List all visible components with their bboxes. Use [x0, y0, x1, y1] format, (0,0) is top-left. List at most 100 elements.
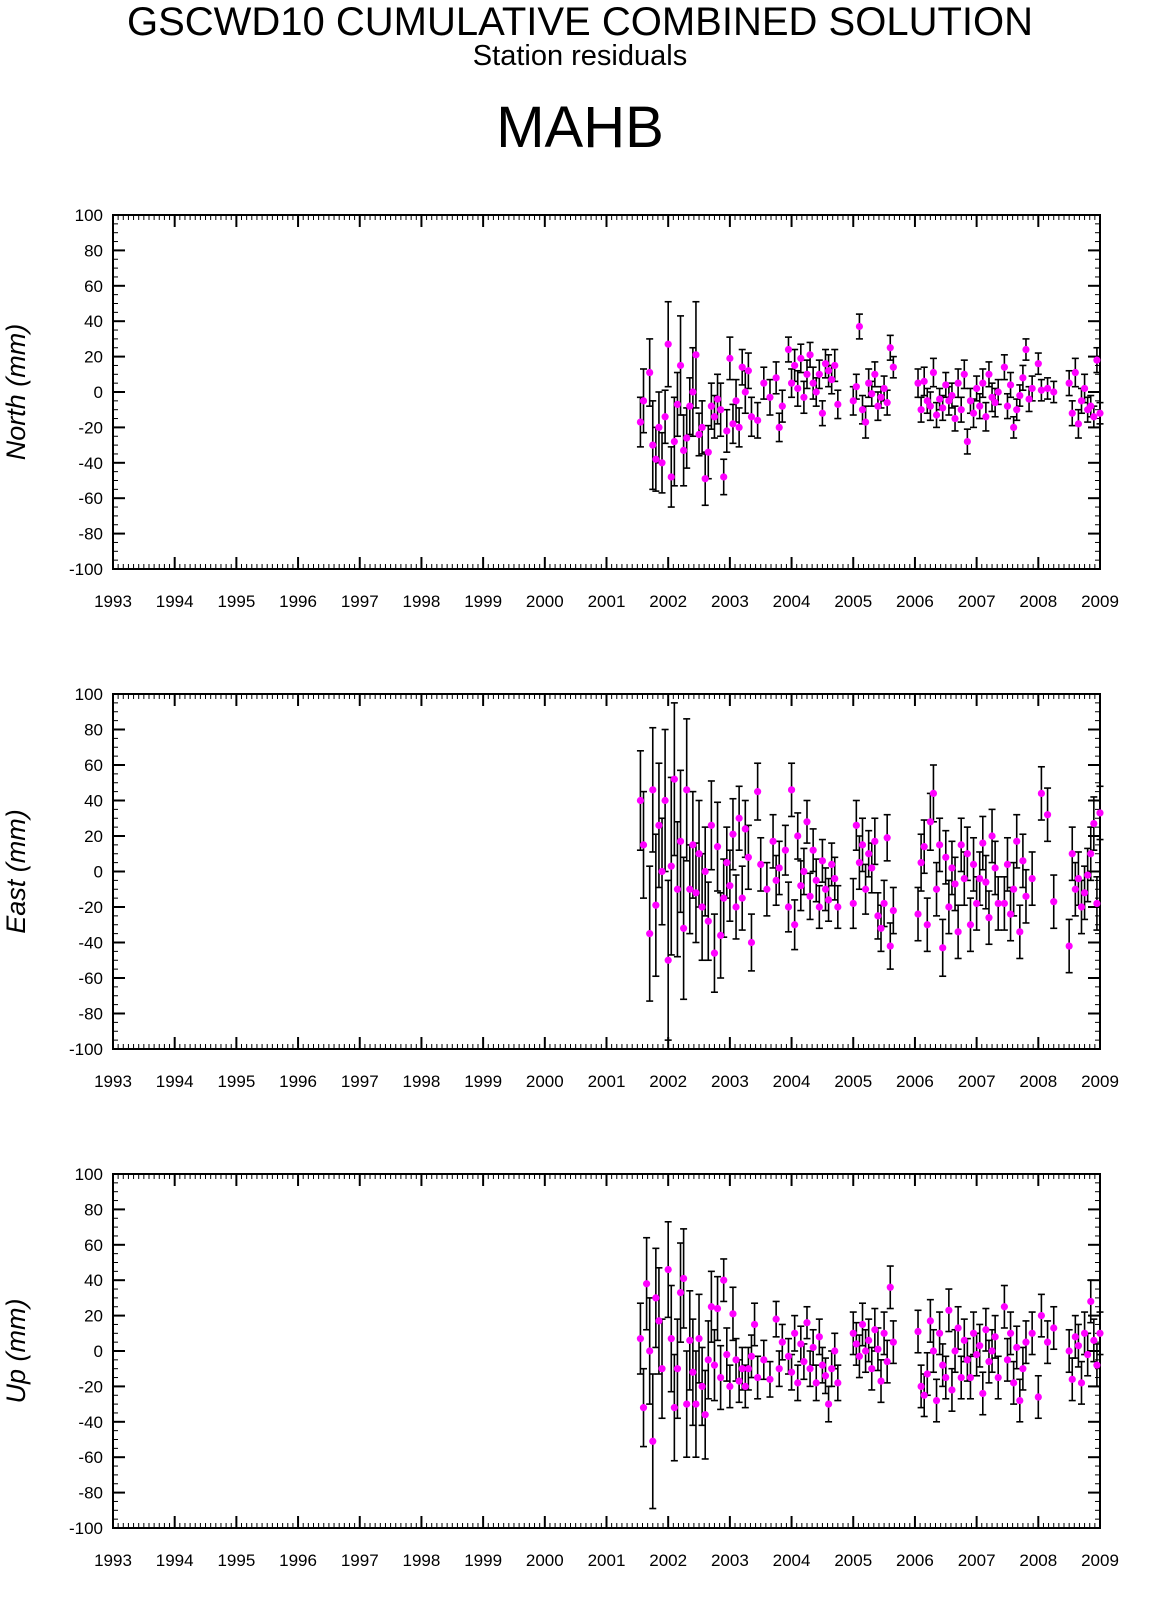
data-point — [815, 903, 823, 911]
x-tick-label: 2004 — [773, 1072, 811, 1091]
data-point — [667, 862, 675, 870]
x-tick-label: 1998 — [403, 1072, 441, 1091]
data-point — [646, 1347, 654, 1355]
data-point — [973, 384, 981, 393]
x-tick-label: 2001 — [588, 592, 626, 611]
data-point — [994, 1373, 1002, 1382]
x-tick-label: 2000 — [526, 1551, 564, 1570]
data-point — [1006, 381, 1015, 389]
data-point — [738, 1365, 746, 1373]
data-point — [963, 850, 971, 858]
data-point — [868, 1365, 876, 1373]
y-tick-label: -20 — [78, 1377, 103, 1396]
data-point — [926, 1317, 934, 1325]
y-tick-label: 60 — [84, 756, 103, 775]
data-point — [852, 821, 860, 829]
data-point — [1090, 413, 1098, 421]
y-tick-label: -40 — [78, 454, 103, 473]
y-tick-label: 100 — [75, 1165, 103, 1184]
data-point — [809, 1343, 817, 1352]
data-point — [991, 399, 999, 407]
data-point — [806, 892, 814, 900]
data-point — [744, 367, 752, 375]
x-tick-label: 2009 — [1081, 592, 1119, 611]
data-point — [815, 370, 823, 378]
data-point — [812, 876, 820, 884]
data-point — [1093, 899, 1101, 908]
y-tick-label: 40 — [84, 312, 103, 331]
data-point — [797, 1340, 805, 1348]
x-tick-label: 2007 — [958, 1551, 996, 1570]
data-point — [1025, 395, 1033, 403]
data-point — [1043, 1338, 1052, 1346]
data-point — [1043, 384, 1052, 393]
data-point — [670, 775, 678, 783]
x-tick-label: 1998 — [403, 592, 441, 611]
y-tick-label: -20 — [78, 418, 103, 437]
data-point — [828, 1365, 836, 1373]
data-point — [948, 864, 956, 872]
panel-3: 1993 1994 1995 1996 1997 1998 1999 2000 2001 2002… — [1, 1165, 1119, 1570]
data-point — [784, 1352, 793, 1360]
data-point — [886, 942, 894, 950]
y-tick-label: 0 — [94, 1342, 103, 1361]
data-point — [815, 1333, 823, 1341]
data-point — [877, 924, 885, 932]
y-tick-label: 0 — [94, 863, 103, 882]
data-point — [988, 393, 996, 401]
data-point — [1022, 892, 1030, 900]
y-tick-label: -40 — [78, 934, 103, 953]
x-tick-label: 1996 — [279, 592, 317, 611]
data-point — [738, 363, 746, 371]
data-point — [948, 391, 956, 400]
data-point — [1013, 1343, 1021, 1352]
data-point — [988, 832, 996, 840]
data-point — [778, 1338, 786, 1346]
data-point — [704, 1356, 712, 1364]
x-tick-label: 2008 — [1019, 1072, 1057, 1091]
data-point — [886, 344, 894, 352]
data-point — [855, 322, 864, 331]
data-point — [680, 446, 688, 455]
data-point — [929, 368, 938, 377]
x-tick-label: 2003 — [711, 1551, 749, 1570]
x-tick-label: 1995 — [217, 592, 255, 611]
data-point — [754, 1373, 762, 1382]
data-point — [1068, 1375, 1076, 1383]
data-point — [710, 1361, 719, 1369]
y-tick-label: 60 — [84, 1236, 103, 1255]
data-point — [1028, 384, 1036, 393]
y-tick-label: 80 — [84, 1200, 103, 1219]
data-point — [747, 413, 756, 421]
y-tick-label: 40 — [84, 1271, 103, 1290]
x-tick-label: 2004 — [773, 592, 811, 611]
data-point — [747, 1352, 756, 1360]
data-point — [766, 1375, 774, 1383]
data-point — [858, 406, 867, 414]
x-tick-label: 2009 — [1081, 1551, 1119, 1570]
data-point — [871, 370, 879, 378]
data-point — [732, 397, 740, 405]
data-point — [692, 889, 700, 897]
data-point — [772, 876, 780, 884]
data-point — [1010, 1379, 1018, 1387]
data-point — [951, 880, 959, 888]
data-point — [1000, 1303, 1008, 1311]
x-tick-label: 1999 — [464, 592, 502, 611]
x-tick-label: 2002 — [649, 1551, 687, 1570]
data-point — [821, 885, 830, 893]
y-axis-label: North (mm) — [1, 324, 31, 461]
x-tick-label: 2003 — [711, 1072, 749, 1091]
data-point — [954, 379, 962, 387]
data-point — [1071, 1333, 1079, 1341]
x-tick-label: 2005 — [834, 592, 872, 611]
y-tick-label: 20 — [84, 1307, 103, 1326]
x-tick-label: 1998 — [403, 1551, 441, 1570]
data-point — [729, 420, 737, 428]
data-point — [939, 1361, 947, 1369]
data-point — [1065, 942, 1073, 950]
y-tick-label: 100 — [75, 685, 103, 704]
data-point — [649, 441, 657, 449]
x-tick-label: 2009 — [1081, 1072, 1119, 1091]
